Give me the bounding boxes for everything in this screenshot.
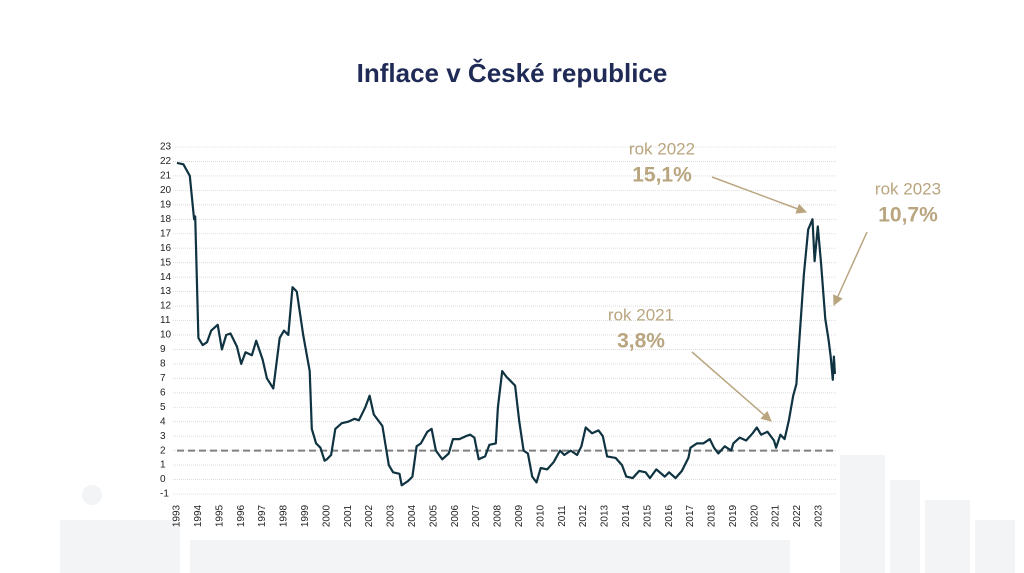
x-tick-label: 2015 [642, 504, 653, 527]
y-tick-label: 17 [160, 228, 172, 239]
x-tick-label: 2011 [557, 505, 568, 527]
annotation-value: 3,8% [617, 330, 665, 353]
x-tick-label: 1996 [236, 504, 247, 527]
y-tick-label: 12 [160, 301, 172, 312]
y-tick-label: 19 [160, 199, 172, 210]
annotation-value: 10,7% [878, 204, 938, 227]
annotation-label: rok 2021 [608, 305, 674, 324]
x-tick-label: 1998 [279, 504, 290, 527]
x-tick-label: 2021 [771, 504, 782, 527]
x-tick-label: 2022 [792, 504, 803, 527]
arrow [691, 351, 772, 422]
y-tick-label: 16 [160, 243, 172, 254]
x-tick-label: 2017 [685, 504, 696, 527]
y-tick-label: 13 [160, 286, 172, 297]
y-tick-label: 6 [160, 387, 166, 398]
x-tick-label: 2012 [578, 504, 589, 527]
x-tick-label: 2001 [343, 504, 354, 527]
x-tick-label: 2018 [707, 504, 718, 527]
y-tick-label: 22 [160, 156, 172, 167]
arrow [711, 176, 807, 214]
x-tick-label: 1999 [300, 504, 311, 527]
y-tick-label: 8 [160, 359, 166, 370]
y-tick-label: 15 [160, 257, 172, 268]
y-tick-label: 21 [160, 171, 172, 182]
y-tick-label: 1 [160, 460, 166, 471]
x-tick-label: 2005 [428, 504, 439, 527]
y-tick-label: 11 [160, 315, 171, 326]
y-tick-label: 18 [160, 214, 172, 225]
x-tick-label: 2007 [471, 504, 482, 527]
y-tick-label: 9 [160, 344, 166, 355]
x-tick-label: 2003 [386, 504, 397, 527]
x-tick-label: 1995 [214, 504, 225, 527]
x-tick-label: 2014 [621, 504, 632, 527]
annotation-value: 15,1% [632, 164, 692, 187]
x-tick-label: 2006 [450, 504, 461, 527]
chart-title: Inflace v České republice [357, 58, 668, 88]
plot: -101234567891011121314151617181920212223… [160, 142, 836, 527]
y-tick-label: 14 [160, 272, 172, 283]
y-tick-label: -1 [160, 489, 169, 500]
y-tick-label: 3 [160, 431, 166, 442]
y-tick-label: 20 [160, 185, 172, 196]
y-tick-label: 5 [160, 402, 166, 413]
x-tick-label: 2010 [535, 504, 546, 527]
x-tick-label: 2009 [514, 504, 525, 527]
y-tick-label: 2 [160, 445, 166, 456]
x-tick-label: 2004 [407, 504, 418, 527]
annotation-label: rok 2023 [875, 179, 941, 198]
x-tick-label: 1993 [172, 504, 183, 527]
x-tick-label: 2023 [814, 504, 825, 527]
x-tick-label: 2020 [749, 504, 760, 527]
x-tick-label: 2008 [493, 504, 504, 527]
x-tick-label: 1997 [257, 504, 268, 527]
skyline [60, 455, 1015, 573]
y-tick-label: 23 [160, 142, 172, 153]
x-tick-label: 1994 [193, 504, 204, 527]
arrow [833, 231, 868, 306]
x-tick-label: 2016 [664, 504, 675, 527]
x-tick-label: 2002 [364, 504, 375, 527]
line [176, 161, 836, 487]
y-tick-label: 10 [160, 330, 172, 341]
y-tick-label: 0 [160, 474, 166, 485]
x-tick-label: 2013 [600, 504, 611, 527]
y-tick-label: 7 [160, 373, 166, 384]
annotation-label: rok 2022 [629, 139, 695, 158]
x-tick-label: 2000 [321, 504, 332, 527]
y-tick-label: 4 [160, 416, 166, 427]
x-tick-label: 2019 [728, 504, 739, 527]
